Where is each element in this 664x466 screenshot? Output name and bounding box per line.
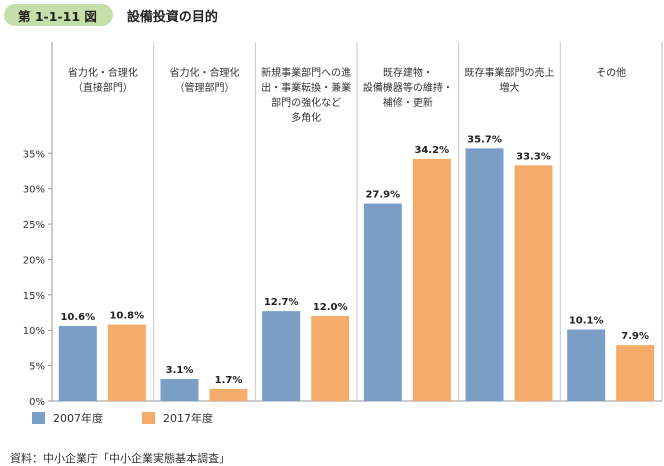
data-label: 10.1%	[569, 316, 604, 327]
category-label: 出・事業転換・兼業	[261, 81, 351, 94]
bar-2017	[107, 324, 146, 401]
data-label: 3.1%	[166, 365, 194, 376]
bar-2007	[160, 379, 199, 401]
data-label: 27.9%	[365, 190, 400, 201]
legend-label-2017: 2017年度	[163, 412, 213, 425]
data-label: 10.8%	[109, 311, 144, 322]
category-label: その他	[596, 66, 626, 79]
data-label: 34.2%	[414, 145, 449, 156]
category-label: 省力化・合理化	[170, 66, 240, 79]
category-label: 新規事業部門への進	[261, 66, 351, 79]
bar-2017	[514, 165, 553, 401]
legend-swatch-2007	[32, 412, 45, 424]
legend-item-2007: 2007年度	[32, 410, 103, 426]
category-label: 部門の強化など	[271, 96, 341, 109]
bar-2017	[616, 345, 655, 401]
bar-2007	[567, 329, 606, 401]
legend-label-2007: 2007年度	[53, 412, 103, 425]
category-label: 既存事業部門の売上	[465, 66, 555, 79]
data-label: 33.3%	[516, 151, 551, 162]
category-label: 増大	[500, 81, 520, 94]
category-label: 補修・更新	[383, 96, 433, 109]
legend-swatch-2017	[142, 412, 155, 424]
category-label: 設備機器等の維持・	[363, 81, 453, 94]
data-label: 1.7%	[215, 375, 243, 386]
y-tick-label: 35%	[23, 149, 45, 160]
bar-2017	[209, 388, 248, 401]
figure-header: 第 1-1-11 図 設備投資の目的	[4, 4, 218, 26]
figure-number-badge: 第 1-1-11 図	[4, 4, 113, 26]
data-label: 7.9%	[621, 331, 649, 342]
bar-2017	[311, 316, 350, 401]
y-tick-label: 0%	[29, 397, 45, 408]
bar-2007	[465, 148, 504, 401]
figure-title: 設備投資の目的	[126, 9, 218, 25]
category-label: 既存建物・	[383, 66, 433, 79]
bar-2007	[58, 325, 97, 401]
y-tick-label: 30%	[23, 185, 45, 196]
y-tick-label: 20%	[23, 255, 45, 266]
bar-2017	[412, 158, 451, 401]
data-label: 10.6%	[60, 312, 95, 323]
data-label: 12.7%	[264, 297, 299, 308]
bar-2007	[363, 203, 402, 401]
data-label: 35.7%	[467, 134, 502, 145]
y-tick-label: 25%	[23, 220, 45, 231]
category-label: （直接部門）	[73, 81, 133, 94]
bar-2007	[262, 311, 301, 401]
source-note: 資料：中小企業庁「中小企業実態基本調査」	[10, 452, 230, 465]
data-label: 12.0%	[313, 302, 348, 313]
legend-item-2017: 2017年度	[142, 410, 213, 426]
category-label: 省力化・合理化	[68, 66, 138, 79]
y-tick-label: 5%	[29, 362, 45, 373]
category-label: 多角化	[291, 111, 321, 124]
y-tick-label: 15%	[23, 291, 45, 302]
category-label: （管理部門）	[175, 81, 235, 94]
y-tick-label: 10%	[23, 326, 45, 337]
